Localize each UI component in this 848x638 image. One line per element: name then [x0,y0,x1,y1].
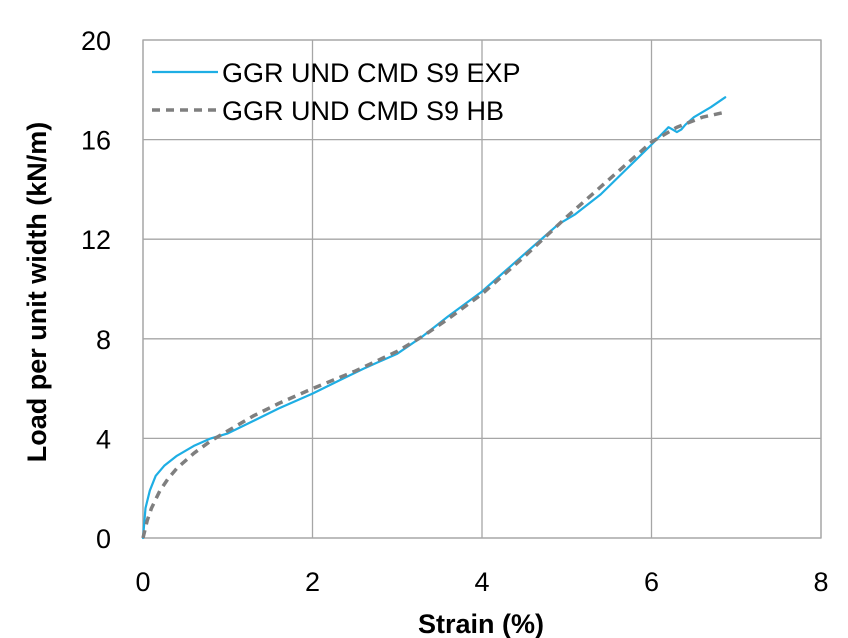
legend-label-2: GGR UND CMD S9 HB [222,96,504,126]
y-tick-label: 4 [96,424,111,454]
x-tick-label: 4 [474,567,489,597]
x-tick-label: 6 [644,567,659,597]
plot-area [142,39,822,539]
series-layer [141,96,727,540]
y-axis-ticks: 0 4 8 12 16 20 [81,26,111,554]
y-axis-title: Load per unit width (kN/m) [22,122,52,462]
y-tick-label: 8 [96,325,111,355]
x-axis-ticks: 0 2 4 6 8 [135,567,828,597]
series-line-1 [141,96,727,540]
y-tick-label: 12 [81,225,111,255]
legend: GGR UND CMD S9 EXP GGR UND CMD S9 HB [152,58,521,126]
y-tick-label: 0 [96,524,111,554]
legend-label-1: GGR UND CMD S9 EXP [222,58,521,88]
x-tick-label: 8 [813,567,828,597]
y-tick-label: 16 [81,126,111,156]
series-line-2 [141,110,726,539]
x-tick-label: 2 [305,567,320,597]
y-tick-label: 20 [81,26,111,56]
plot-border [142,39,822,539]
x-tick-label: 0 [135,567,150,597]
x-axis-title: Strain (%) [418,609,544,638]
